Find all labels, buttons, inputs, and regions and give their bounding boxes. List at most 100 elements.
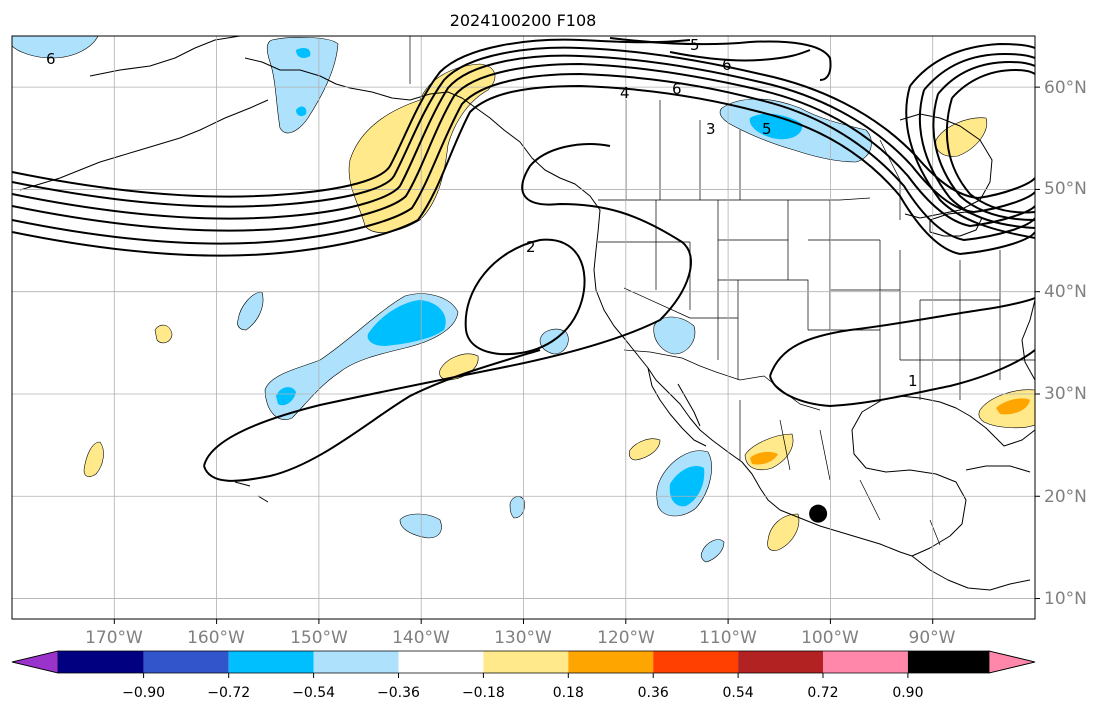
anomaly-negative-pacific-small <box>237 291 264 331</box>
contour-label: 5 <box>690 36 700 54</box>
lon-tick-label: 90°W <box>909 628 956 648</box>
coastline-bc-west <box>531 157 601 233</box>
anomaly-negative-alaska-core <box>296 48 311 58</box>
anomaly-negative-bering-west <box>12 36 99 59</box>
contour-label: 6 <box>722 56 732 74</box>
coastline-central-america <box>911 555 1031 591</box>
border-mexico-states <box>739 400 941 546</box>
lon-tick-label: 140°W <box>392 628 450 648</box>
coastline-east-us <box>1021 299 1035 381</box>
contour-line-1 <box>12 84 1035 257</box>
anomaly-negative-small-1 <box>509 496 525 519</box>
lon-tick-label: 150°W <box>290 628 348 648</box>
colorbar-segment <box>143 651 229 673</box>
coastline-layer <box>19 36 1035 591</box>
anomaly-negative-small-2 <box>700 539 725 563</box>
anomaly-positive-baja-south <box>628 438 661 461</box>
lon-tick-label: 170°W <box>85 628 143 648</box>
lat-tick-label: 20°N <box>1044 487 1087 507</box>
anomaly-positive-mexico-coast-core <box>750 451 778 465</box>
colorbar-segment <box>568 651 654 673</box>
coastline-cuba <box>965 465 1031 473</box>
colorbar-segment <box>58 651 144 673</box>
contour-label: 1 <box>908 372 918 390</box>
colorbar-outline <box>11 650 1036 674</box>
contour-label: 6 <box>46 50 56 68</box>
colorbar-extend-high <box>988 650 1036 674</box>
border-states-east <box>899 250 1035 400</box>
colorbar-segment <box>313 651 399 673</box>
colorbar-tick-label: 0.90 <box>892 685 923 701</box>
gridline-layer <box>12 36 1035 619</box>
colorbar: −0.90 −0.72 −0.54 −0.36 −0.18 0.18 0.36 … <box>11 650 1036 701</box>
anomaly-negative-hawaii <box>399 513 442 539</box>
contour-line-6 <box>12 38 691 198</box>
location-marker <box>809 504 828 523</box>
colorbar-tick-label: 0.54 <box>723 685 754 701</box>
border-states-west-1 <box>598 200 691 319</box>
colorbar-segment <box>398 651 484 673</box>
lon-tick-label: 100°W <box>801 628 859 648</box>
contour-line-2 <box>12 72 1035 245</box>
anomaly-positive-west-pacific <box>154 324 173 344</box>
colorbar-tick-label: −0.36 <box>377 685 420 701</box>
latitude-tick-labels: 10°N 20°N 30°N 40°N 50°N 60°N <box>1044 78 1087 609</box>
anomaly-negative-north-pacific-core <box>367 300 446 346</box>
colorbar-segment <box>483 651 569 673</box>
contour-line-5 <box>12 46 1035 208</box>
coastline-hawaii <box>234 481 269 503</box>
anomaly-positive-hawaii-west <box>83 441 104 477</box>
colorbar-tick-label: −0.54 <box>292 685 335 701</box>
contour-east-3 <box>932 60 1035 221</box>
colorbar-extend-low <box>11 650 59 674</box>
colorbar-segment <box>738 651 823 673</box>
anomaly-positive-florida-core <box>996 398 1030 415</box>
lon-tick-label: 110°W <box>699 628 757 648</box>
chart-title: 2024100200 F108 <box>450 11 597 30</box>
contour-1-east <box>769 297 1035 408</box>
contour-2-outer-b <box>203 349 541 482</box>
contour-layer <box>12 37 1035 482</box>
lat-tick-label: 50°N <box>1044 179 1087 199</box>
colorbar-segment <box>653 651 739 673</box>
contour-east-2 <box>918 52 1035 229</box>
colorbar-tick-label: −0.90 <box>122 685 165 701</box>
coastline-alaska <box>89 36 533 159</box>
map-panel: 6 5 6 4 6 3 5 2 1 <box>11 35 1036 620</box>
lon-tick-label: 120°W <box>597 628 655 648</box>
contour-line-3 <box>12 62 1035 232</box>
anomaly-negative-arizona <box>653 316 696 355</box>
colorbar-tick-label: 0.18 <box>553 685 584 701</box>
anomaly-positive-gulf-of-alaska <box>348 63 496 233</box>
anomaly-positive-acapulco <box>767 513 800 551</box>
colorbar-segment <box>228 651 314 673</box>
contour-label: 4 <box>620 84 630 102</box>
colorbar-segment <box>823 651 908 673</box>
anomaly-fill-layer <box>12 36 1035 563</box>
contour-north-5 <box>609 37 832 81</box>
coastline-aleutians <box>19 99 269 191</box>
lat-tick-label: 40°N <box>1044 282 1087 302</box>
lon-tick-label: 130°W <box>494 628 552 648</box>
contour-2-outer <box>203 143 692 467</box>
colorbar-tick-label: −0.18 <box>462 685 505 701</box>
border-us-canada <box>598 197 871 201</box>
contour-label: 6 <box>672 80 682 98</box>
lat-tick-label: 10°N <box>1044 589 1087 609</box>
colorbar-tick-label: 0.72 <box>807 685 838 701</box>
contour-labels: 6 5 6 4 6 3 5 2 1 <box>46 36 918 390</box>
colorbar-tick-label: 0.36 <box>638 685 669 701</box>
longitude-tick-labels: 170°W 160°W 150°W 140°W 130°W 120°W 110°… <box>85 628 956 648</box>
lat-tick-label: 60°N <box>1044 78 1087 98</box>
contour-closed-2 <box>464 238 586 356</box>
contour-east-4 <box>945 68 1035 214</box>
anomaly-negative-alaska-core-2 <box>296 106 307 117</box>
coastline-gulf-of-mexico <box>851 395 1035 557</box>
coastline-baja <box>647 367 707 447</box>
anomaly-negative-alaska <box>266 37 339 134</box>
anomaly-negative-north-pacific-core-2 <box>276 387 296 406</box>
colorbar-segment <box>907 651 989 673</box>
contour-north-6 <box>669 49 811 62</box>
contour-east-1 <box>905 42 1035 239</box>
